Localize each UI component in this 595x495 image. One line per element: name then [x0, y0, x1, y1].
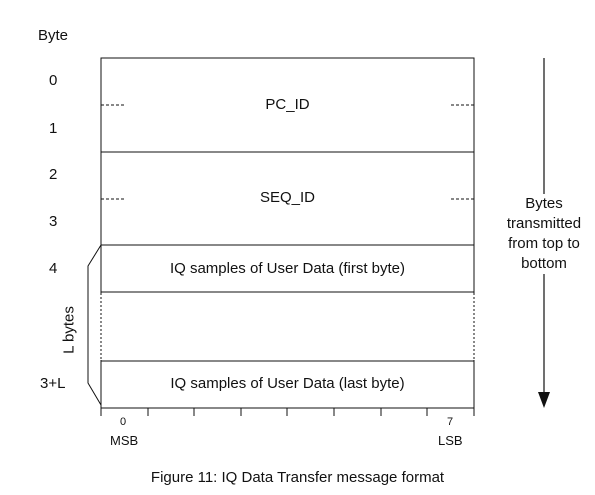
byte-label-3: 3 — [49, 213, 58, 230]
field-iq-first: IQ samples of User Data (first byte) — [169, 260, 406, 277]
bit-ruler-ticks — [100, 408, 475, 416]
byte-label-0: 0 — [49, 72, 58, 89]
byte-column-header: Byte — [38, 27, 69, 44]
l-bytes-brace — [87, 244, 102, 406]
msb-label: MSB — [110, 433, 139, 448]
bit-7-label: 7 — [447, 416, 454, 428]
lsb-label: LSB — [438, 433, 463, 448]
figure-caption: Figure 11: IQ Data Transfer message form… — [150, 469, 445, 486]
byte-label-4: 4 — [49, 260, 58, 277]
l-bytes-label: L bytes — [60, 306, 78, 354]
transmit-arrow-head — [538, 392, 550, 408]
byte-label-3-plus-l: 3+L — [40, 375, 66, 392]
bit-0-label: 0 — [120, 416, 127, 428]
byte-label-1: 1 — [49, 120, 58, 137]
transmit-direction-label: Bytes transmitted from top to bottom — [494, 194, 594, 274]
field-seq-id: SEQ_ID — [259, 189, 316, 206]
field-iq-last: IQ samples of User Data (last byte) — [170, 375, 405, 392]
field-pc-id: PC_ID — [265, 96, 310, 113]
byte-label-2: 2 — [49, 166, 58, 183]
